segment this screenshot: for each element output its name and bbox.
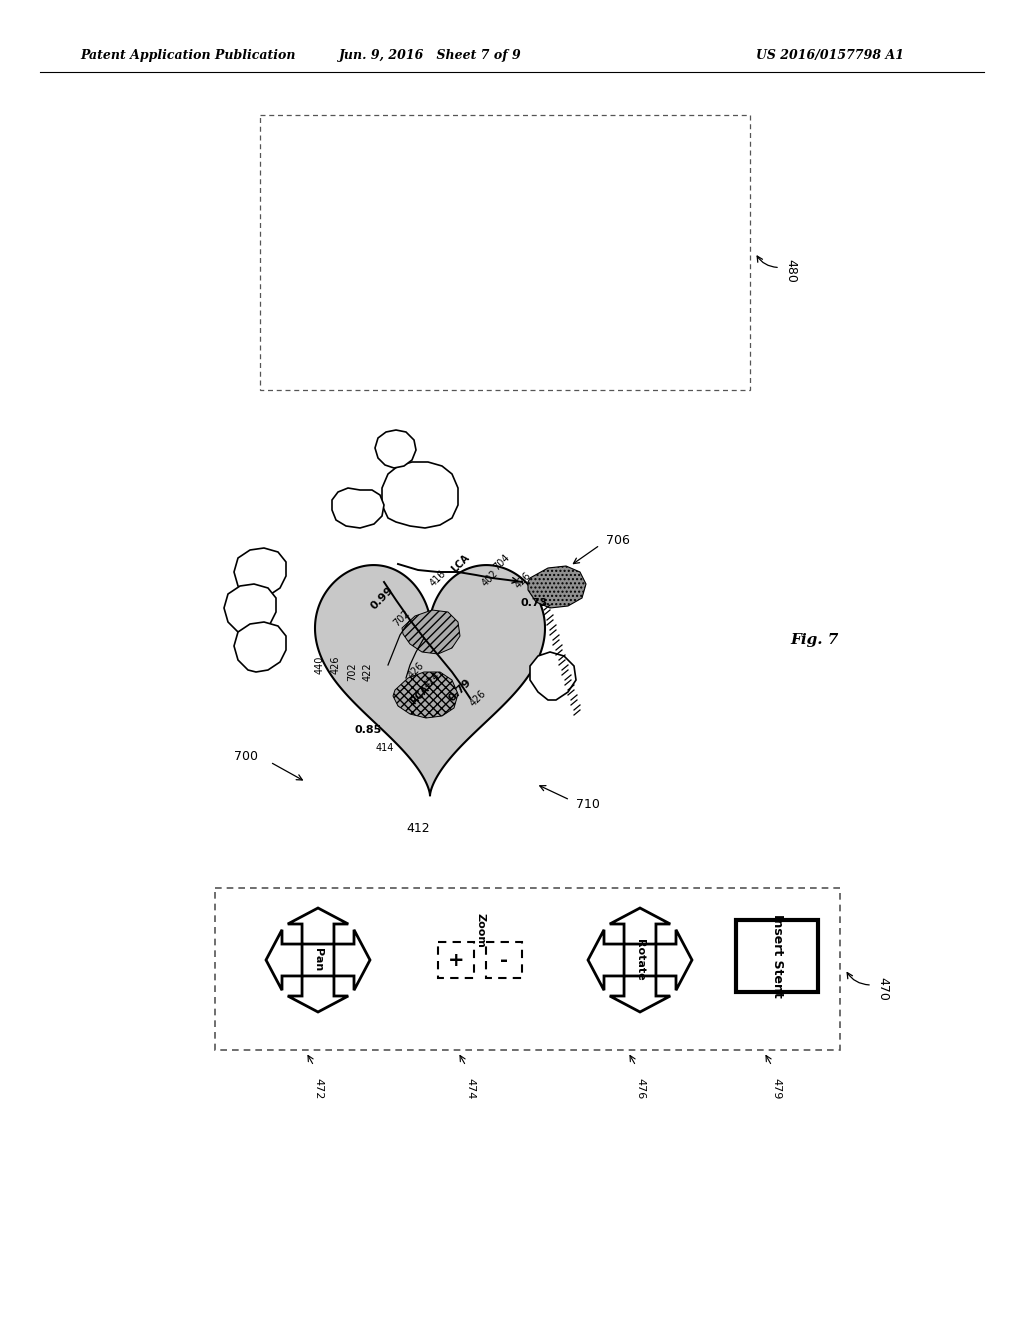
Text: 479: 479 <box>771 1078 781 1100</box>
Text: 704: 704 <box>492 552 512 572</box>
Text: 426: 426 <box>513 570 534 590</box>
Polygon shape <box>528 566 586 609</box>
Text: Zoom: Zoom <box>475 912 485 948</box>
Polygon shape <box>530 652 575 700</box>
Polygon shape <box>375 430 416 469</box>
Polygon shape <box>334 929 370 990</box>
Polygon shape <box>656 929 692 990</box>
Text: 0.99: 0.99 <box>369 585 395 611</box>
Polygon shape <box>288 908 348 944</box>
Text: 702: 702 <box>347 663 357 681</box>
Polygon shape <box>382 462 458 528</box>
Text: 0.79: 0.79 <box>446 677 473 704</box>
Text: 474: 474 <box>465 1078 475 1100</box>
Text: 702: 702 <box>392 609 412 628</box>
Text: 710: 710 <box>575 797 600 810</box>
Polygon shape <box>234 548 286 598</box>
Text: 0.73: 0.73 <box>520 598 548 609</box>
Bar <box>486 942 522 978</box>
Text: 426: 426 <box>331 656 341 675</box>
Text: US 2016/0157798 A1: US 2016/0157798 A1 <box>756 49 904 62</box>
Text: -: - <box>500 950 508 969</box>
Text: 472: 472 <box>313 1078 323 1100</box>
Text: Pan: Pan <box>313 948 323 972</box>
Polygon shape <box>224 583 276 634</box>
Polygon shape <box>266 929 302 990</box>
Polygon shape <box>315 565 545 796</box>
Text: 480: 480 <box>784 259 797 282</box>
Text: 414: 414 <box>376 743 394 752</box>
Text: 476: 476 <box>635 1078 645 1100</box>
Text: Patent Application Publication: Patent Application Publication <box>80 49 296 62</box>
Bar <box>438 942 474 978</box>
Polygon shape <box>588 929 624 990</box>
Text: 416: 416 <box>428 568 449 587</box>
Text: 412: 412 <box>407 821 430 834</box>
Bar <box>260 115 750 389</box>
Polygon shape <box>288 975 348 1012</box>
Text: 426: 426 <box>406 660 426 680</box>
Text: +: + <box>447 950 464 969</box>
Text: 426: 426 <box>468 688 488 708</box>
Text: 422: 422 <box>362 663 373 681</box>
Polygon shape <box>402 610 460 653</box>
Text: 470: 470 <box>876 977 889 1001</box>
Text: 700: 700 <box>234 750 258 763</box>
Bar <box>736 920 818 993</box>
Text: Insert Stent: Insert Stent <box>770 915 783 998</box>
Polygon shape <box>234 622 286 672</box>
Text: Fig. 7: Fig. 7 <box>790 634 839 647</box>
Bar <box>215 888 840 1049</box>
Text: 0.85: 0.85 <box>354 725 382 735</box>
Text: 706: 706 <box>606 533 630 546</box>
Text: Rotate: Rotate <box>635 940 645 981</box>
Polygon shape <box>609 975 671 1012</box>
Polygon shape <box>393 672 458 718</box>
Text: 402: 402 <box>480 568 500 589</box>
Polygon shape <box>609 908 671 944</box>
Text: 440: 440 <box>315 656 325 675</box>
Text: Jun. 9, 2016   Sheet 7 of 9: Jun. 9, 2016 Sheet 7 of 9 <box>339 49 521 62</box>
Text: 424: 424 <box>422 671 442 690</box>
Polygon shape <box>332 488 384 528</box>
Text: RCA: RCA <box>409 684 431 706</box>
Text: LCA: LCA <box>450 552 471 574</box>
